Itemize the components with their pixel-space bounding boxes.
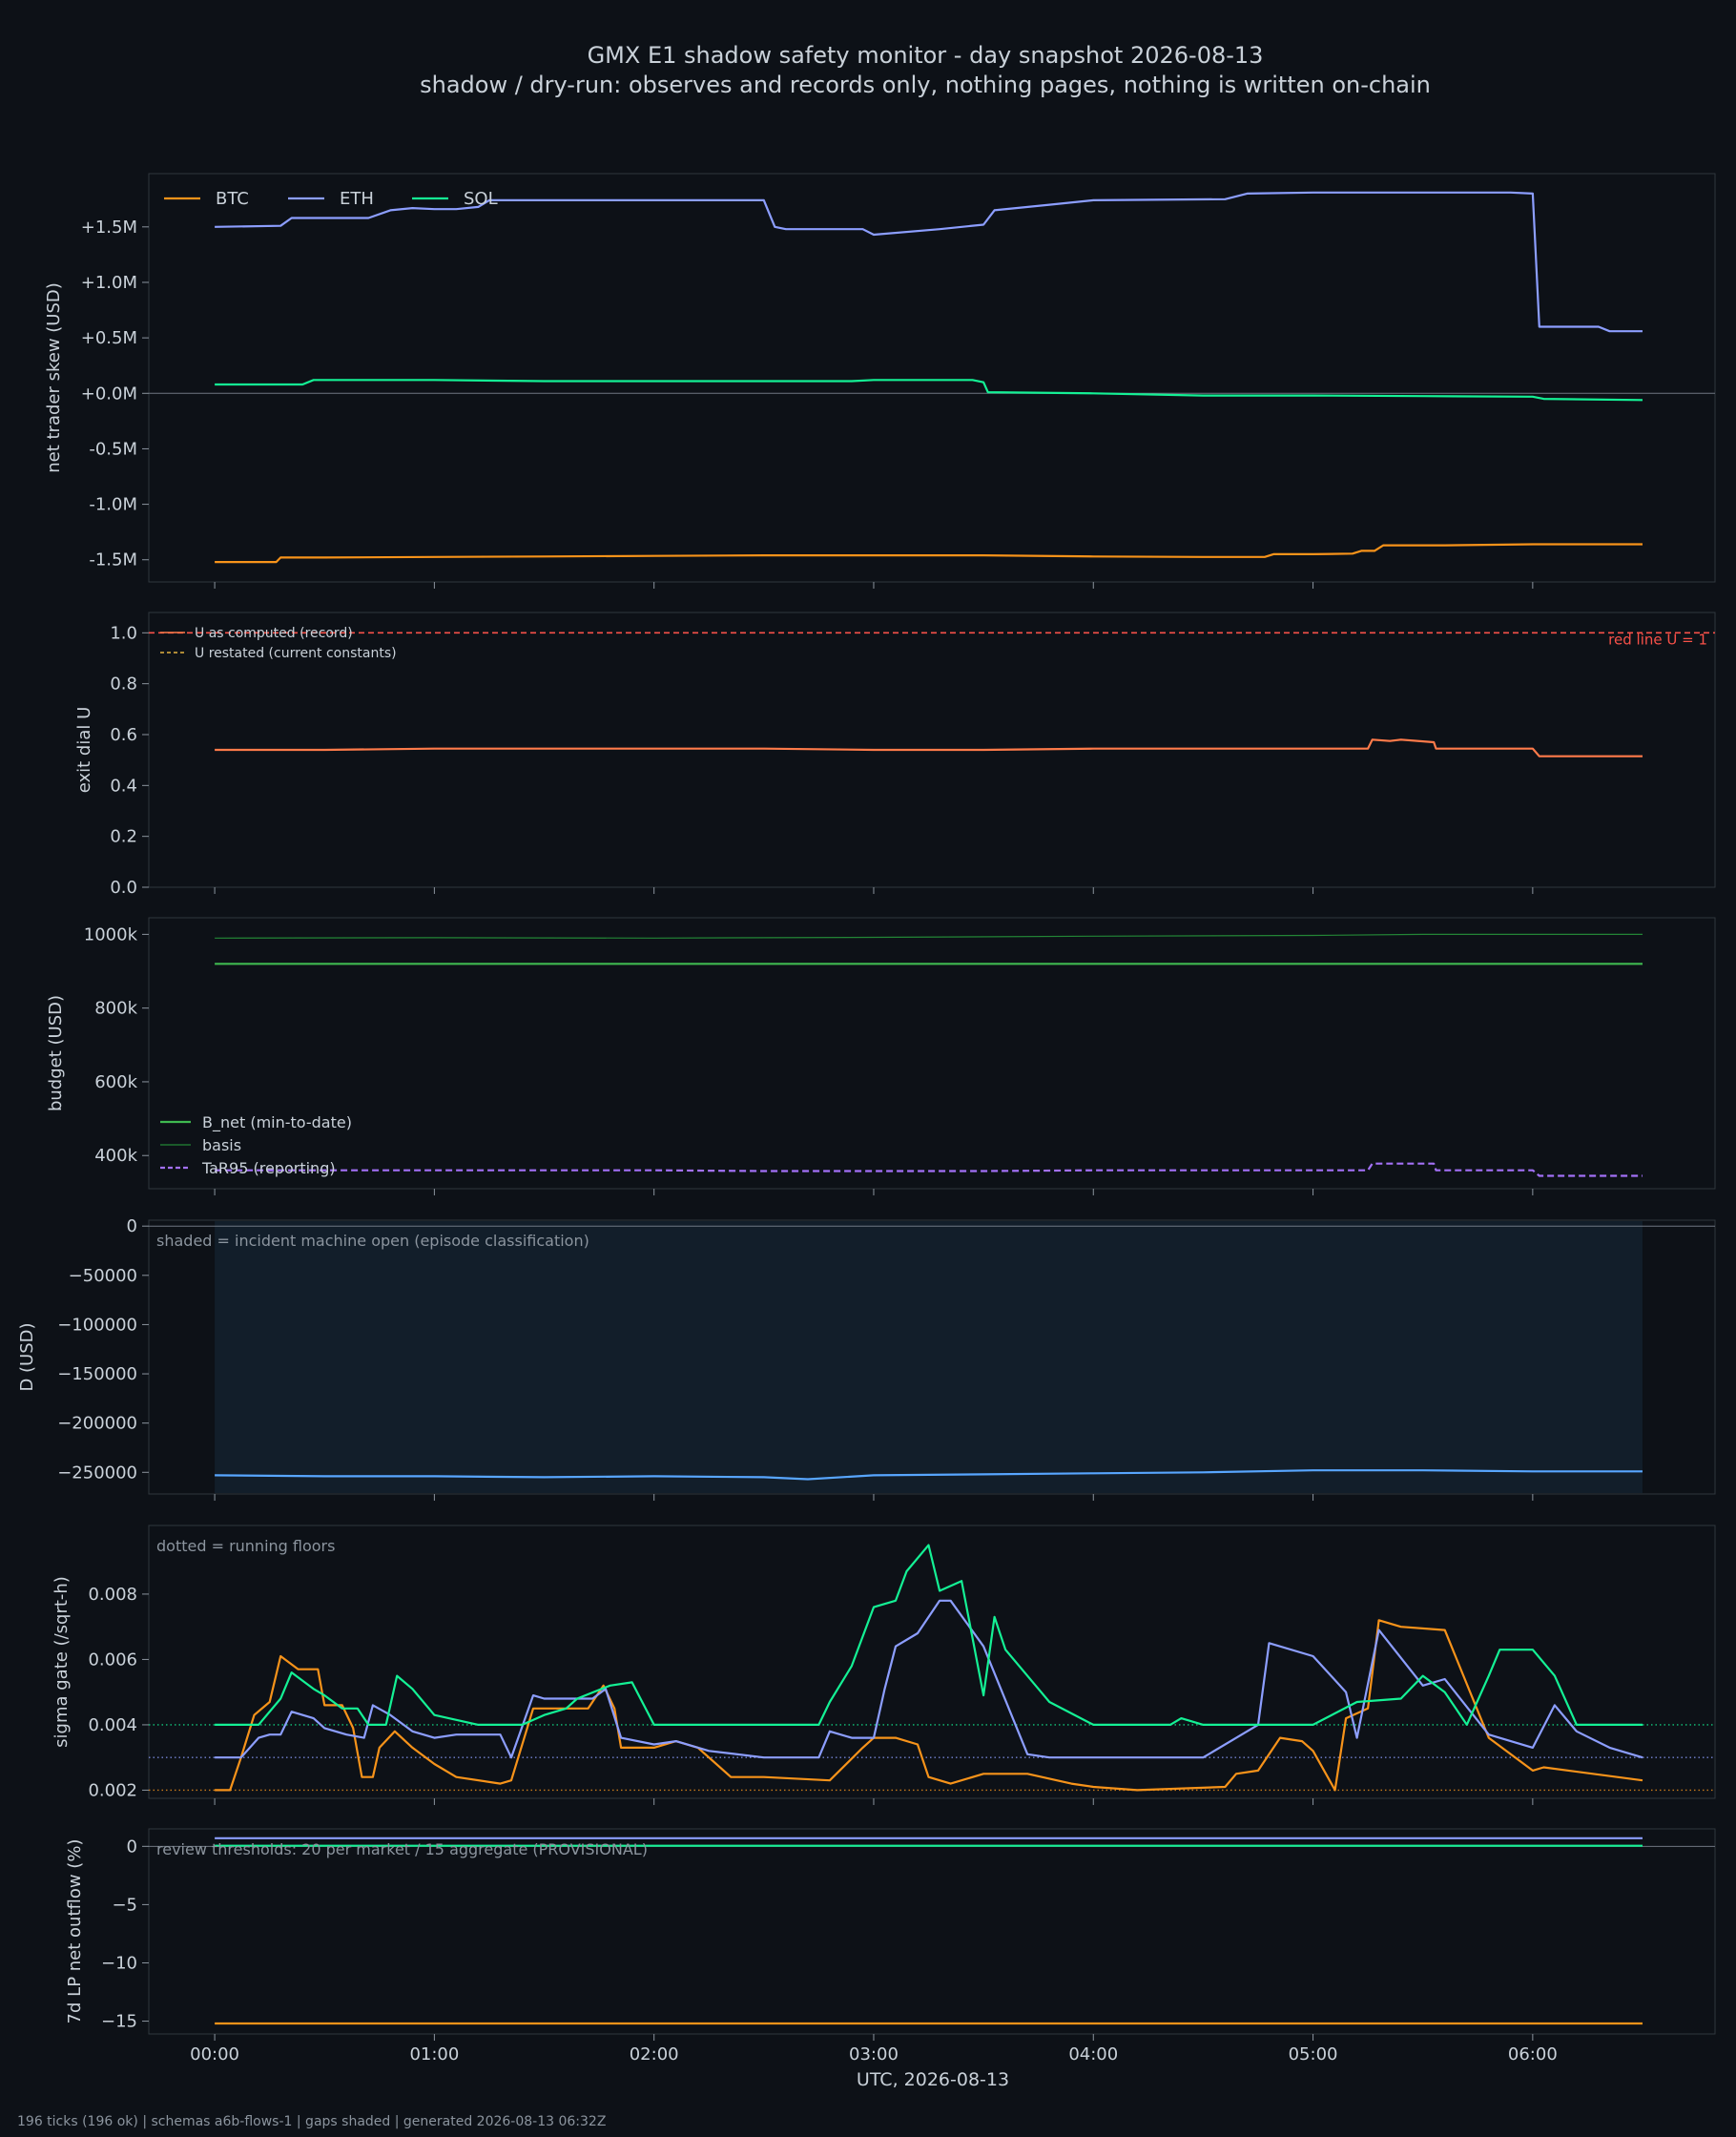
plot-frame bbox=[148, 1219, 1716, 1495]
y-tick-label: -1.5M bbox=[89, 550, 137, 571]
legend: BTC ETH SOL bbox=[164, 189, 498, 209]
y-tick-label: +1.0M bbox=[81, 273, 137, 293]
chart-panels: +1.5M +1.0M +0.5M +0.0M -0.5M -1.0M -1.5M net t… bbox=[17, 173, 1716, 2064]
y-tick-label: 400k bbox=[94, 1146, 137, 1166]
x-tick-label: 03:00 bbox=[849, 2044, 899, 2064]
series-line-eth bbox=[215, 191, 1643, 333]
plot-frame bbox=[148, 173, 1716, 583]
y-tick-label: 0.2 bbox=[110, 827, 137, 847]
x-tick-label: 06:00 bbox=[1508, 2044, 1558, 2064]
y-tick-label: −5 bbox=[112, 1895, 137, 1915]
series-line-sol bbox=[215, 379, 1643, 402]
series-line-basis bbox=[215, 933, 1643, 939]
chart-title: GMX E1 shadow safety monitor - day snaps… bbox=[588, 42, 1264, 69]
y-tick-label: −50000 bbox=[69, 1266, 137, 1286]
legend-label: B_net (min-to-date) bbox=[202, 1113, 352, 1132]
x-tick-label: 05:00 bbox=[1289, 2044, 1338, 2064]
y-tick-label: +0.5M bbox=[81, 328, 137, 348]
chart-panel-6: 0 −5 −10 −15 00:00 01:00 02:00 03:00 04:00 05:00 0… bbox=[65, 1828, 1716, 2064]
y-axis-label: net trader skew (USD) bbox=[44, 282, 64, 473]
y-tick-label: 0.008 bbox=[88, 1585, 137, 1605]
y-tick-label: 0.006 bbox=[88, 1649, 137, 1670]
chart-panel-2: 1.0 0.8 0.6 0.4 0.2 0.0 exit dial U red line U … bbox=[74, 612, 1716, 898]
red-line-annotation: red line U = 1 bbox=[1608, 631, 1707, 648]
series-line-tar95-reporting- bbox=[215, 1162, 1643, 1177]
y-tick-label: 0.002 bbox=[88, 1780, 137, 1800]
legend: B_net (min-to-date) basis TaR95 (reporting… bbox=[160, 1113, 352, 1177]
legend-label: U restated (current constants) bbox=[195, 646, 397, 661]
x-tick-label: 04:00 bbox=[1068, 2044, 1118, 2064]
x-tick-label: 02:00 bbox=[630, 2044, 679, 2064]
y-tick-label: +0.0M bbox=[81, 384, 137, 404]
chart-subtitle: shadow / dry-run: observes and records o… bbox=[420, 72, 1431, 98]
x-tick-label: 00:00 bbox=[190, 2044, 239, 2064]
chart-panel-4: 0 −50000 −100000 −150000 −200000 −250000 D (US… bbox=[17, 1216, 1716, 1501]
y-tick-label: 800k bbox=[94, 999, 137, 1019]
panel-annotation: review thresholds: 20 per market / 15 ag… bbox=[156, 1840, 648, 1858]
legend: U as computed (record) U restated (curren… bbox=[160, 626, 397, 661]
y-tick-label: −15 bbox=[101, 2012, 137, 2032]
y-tick-label: 0 bbox=[127, 1216, 137, 1236]
series-line-d bbox=[215, 1469, 1643, 1481]
y-tick-label: 0.8 bbox=[110, 674, 137, 695]
y-axis-label: exit dial U bbox=[74, 707, 94, 794]
plot-frame bbox=[148, 917, 1716, 1190]
plot-frame bbox=[148, 612, 1716, 888]
series-line-btc bbox=[215, 543, 1643, 564]
y-tick-label: -1.0M bbox=[89, 495, 137, 515]
y-tick-label: −250000 bbox=[57, 1463, 137, 1483]
series-line-eth bbox=[215, 1599, 1643, 1759]
y-tick-label: +1.5M bbox=[81, 218, 137, 238]
y-tick-label: −200000 bbox=[57, 1414, 137, 1434]
y-axis-label: D (USD) bbox=[17, 1322, 37, 1391]
y-axis-label: budget (USD) bbox=[46, 995, 66, 1111]
y-tick-label: 0.0 bbox=[110, 878, 137, 898]
legend-label: U as computed (record) bbox=[195, 626, 353, 641]
legend-label: SOL bbox=[464, 189, 498, 209]
legend-label: BTC bbox=[216, 189, 249, 209]
panel-annotation: shaded = incident machine open (episode … bbox=[156, 1232, 589, 1250]
y-tick-label: −150000 bbox=[57, 1364, 137, 1384]
chart-panel-3: 1000k 800k 600k 400k budget (USD) B_net (min-… bbox=[46, 917, 1716, 1195]
series-line-sol bbox=[215, 1544, 1643, 1727]
legend-label: ETH bbox=[340, 189, 374, 209]
footer-status: 196 ticks (196 ok) | schemas a6b-flows-1… bbox=[17, 2114, 606, 2129]
y-tick-label: 0.4 bbox=[110, 776, 137, 796]
plot-frame bbox=[148, 1828, 1716, 2035]
chart-panel-1: +1.5M +1.0M +0.5M +0.0M -0.5M -1.0M -1.5M net t… bbox=[44, 173, 1716, 589]
y-tick-label: 0.6 bbox=[110, 725, 137, 745]
plot-frame bbox=[148, 1525, 1716, 1799]
y-tick-label: −100000 bbox=[57, 1315, 137, 1335]
series-line-btc bbox=[215, 1619, 1643, 1792]
y-tick-label: 1.0 bbox=[110, 623, 137, 643]
y-tick-label: -0.5M bbox=[89, 439, 137, 459]
y-tick-label: 1000k bbox=[84, 924, 138, 944]
x-tick-label: 01:00 bbox=[409, 2044, 459, 2064]
y-tick-label: 0 bbox=[127, 1836, 137, 1857]
panel-annotation: dotted = running floors bbox=[156, 1537, 335, 1555]
legend-label: TaR95 (reporting) bbox=[201, 1159, 336, 1177]
legend-label: basis bbox=[202, 1136, 241, 1154]
series-line-u-as-computed-record- bbox=[215, 738, 1643, 757]
y-axis-label: sigma gate (/sqrt-h) bbox=[52, 1576, 72, 1748]
y-tick-label: 600k bbox=[94, 1072, 137, 1092]
chart-panel-5: 0.008 0.006 0.004 0.002 sigma gate (/sqrt-h)… bbox=[52, 1525, 1716, 1805]
y-tick-label: 0.004 bbox=[88, 1715, 137, 1735]
x-axis-label: UTC, 2026-08-13 bbox=[857, 2069, 1009, 2090]
y-tick-label: −10 bbox=[101, 1953, 137, 1973]
incident-shade bbox=[215, 1221, 1643, 1493]
y-axis-label: 7d LP net outflow (%) bbox=[65, 1839, 85, 2024]
